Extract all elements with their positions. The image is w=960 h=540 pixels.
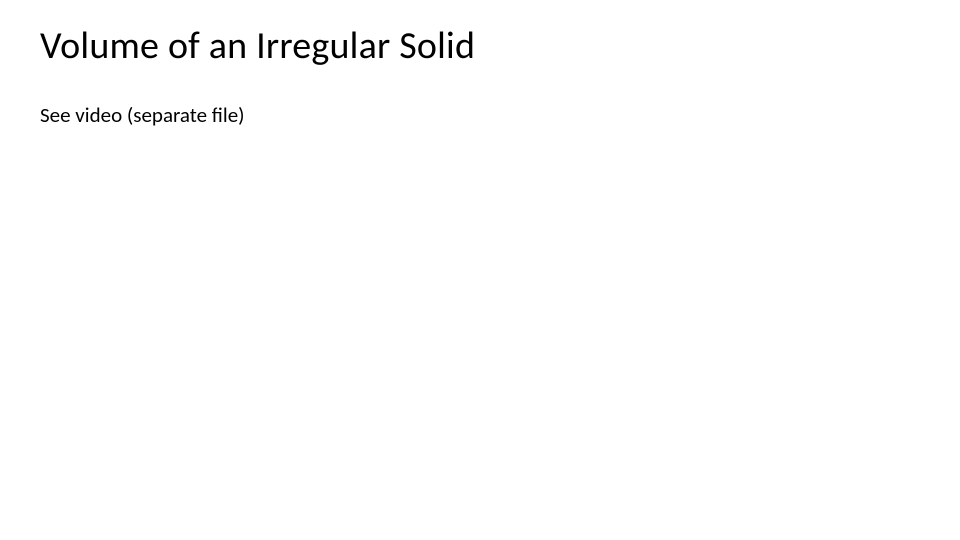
slide-container: Volume of an Irregular Solid See video (… [0,0,960,540]
slide-title: Volume of an Irregular Solid [40,24,920,70]
slide-body-text: See video (separate file) [40,102,920,129]
